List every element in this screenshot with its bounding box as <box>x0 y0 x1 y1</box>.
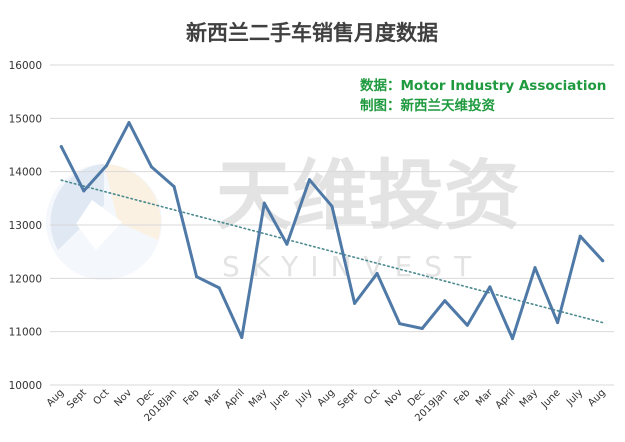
y-tick-label: 11000 <box>9 327 42 339</box>
watermark-logo-icon <box>46 164 162 280</box>
data-point <box>82 189 86 193</box>
x-tick-label: May <box>247 387 269 409</box>
data-point <box>488 285 492 289</box>
x-tick-label: April <box>494 387 518 411</box>
y-axis: 10000 11000 12000 13000 14000 15000 16000 <box>9 60 42 392</box>
y-tick-label: 16000 <box>9 60 42 72</box>
chart-title: 新西兰二手车销售月度数据 <box>186 21 438 45</box>
x-tick-label: Nov <box>383 387 405 409</box>
data-point <box>104 164 108 168</box>
x-tick-label: Aug <box>586 387 608 409</box>
trendline <box>60 179 604 324</box>
y-tick-label: 12000 <box>9 273 42 285</box>
data-point <box>556 321 560 325</box>
x-tick-label: Nov <box>112 387 134 409</box>
data-point <box>578 234 582 238</box>
data-point <box>285 242 289 246</box>
x-tick-label: Mar <box>474 387 496 409</box>
x-tick-label: Mar <box>203 387 225 409</box>
x-tick-label: July <box>564 387 585 408</box>
data-point <box>172 185 176 189</box>
x-tick-label: Oct <box>362 387 382 407</box>
data-point <box>195 275 199 279</box>
x-tick-label: June <box>539 387 563 411</box>
series-layer <box>59 121 605 341</box>
data-point <box>398 322 402 326</box>
x-tick-label: June <box>268 387 292 411</box>
data-point <box>420 326 424 330</box>
data-point <box>443 299 447 303</box>
x-tick-label: Feb <box>181 387 201 407</box>
data-point <box>150 165 154 169</box>
data-point <box>330 204 334 208</box>
data-point <box>127 121 131 125</box>
y-tick-label: 10000 <box>9 380 42 392</box>
data-point <box>375 272 379 276</box>
x-tick-label: July <box>293 387 314 408</box>
trendline-layer <box>60 179 604 324</box>
data-point <box>510 337 514 341</box>
watermark: 天维投资 SKYINVEST <box>46 151 520 283</box>
data-point <box>217 286 221 290</box>
made-by-annotation: 制图：新西兰天维投资 <box>360 97 495 114</box>
data-point <box>59 145 63 149</box>
x-tick-label: Aug <box>316 387 338 409</box>
x-tick-label: May <box>518 387 540 409</box>
data-point <box>533 266 537 270</box>
y-tick-label: 14000 <box>9 167 42 179</box>
y-tick-label: 15000 <box>9 113 42 125</box>
data-point <box>353 301 357 305</box>
x-tick-label: Oct <box>92 387 112 407</box>
x-tick-label: Sept <box>65 387 89 411</box>
x-tick-label: Aug <box>45 387 67 409</box>
data-point <box>307 178 311 182</box>
data-point <box>601 259 605 263</box>
y-tick-label: 13000 <box>9 220 42 232</box>
data-point <box>465 323 469 327</box>
x-tick-label: April <box>223 387 247 411</box>
grid-layer <box>50 64 614 386</box>
source-annotation: 数据：Motor Industry Association <box>360 77 606 94</box>
data-point <box>240 336 244 340</box>
data-point <box>262 201 266 205</box>
x-tick-label: Sept <box>336 387 360 411</box>
x-tick-label: Feb <box>452 387 472 407</box>
